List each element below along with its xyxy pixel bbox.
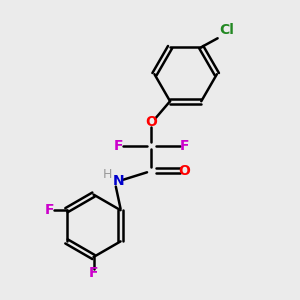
Text: H: H <box>103 168 112 181</box>
Text: F: F <box>179 139 189 152</box>
Text: F: F <box>114 139 124 152</box>
Text: O: O <box>146 115 158 129</box>
Text: O: O <box>178 164 190 178</box>
Text: F: F <box>44 203 54 217</box>
Text: N: N <box>113 174 124 188</box>
Text: F: F <box>89 266 98 280</box>
Text: Cl: Cl <box>219 23 234 37</box>
